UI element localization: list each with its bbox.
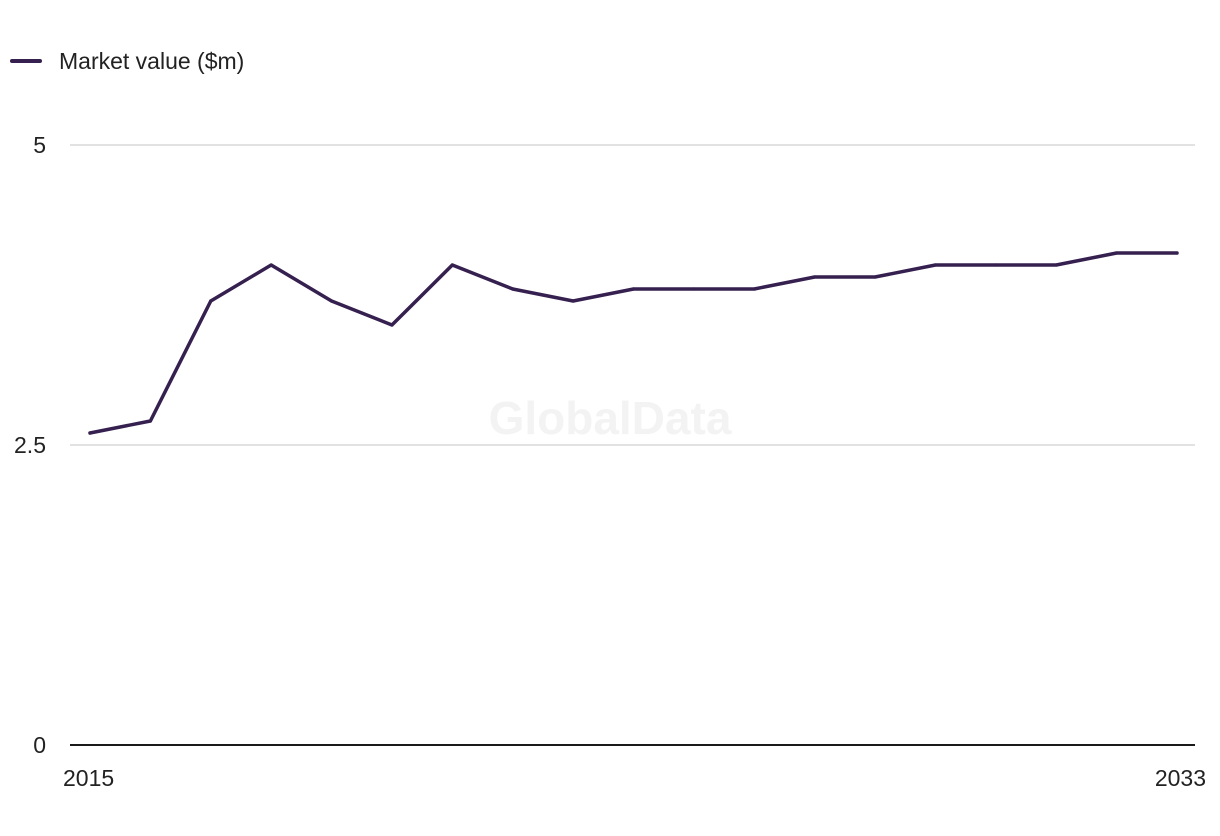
data-point-2026 (752, 287, 756, 291)
data-point-2032 (1115, 251, 1119, 255)
y-tick-label-2: 5 (33, 132, 46, 158)
data-point-2021 (450, 263, 454, 267)
data-point-2029 (933, 263, 938, 267)
chart-legend: Market value ($m) (10, 46, 244, 76)
data-point-2024 (631, 287, 636, 291)
x-tick-label-1: 2033 (1155, 765, 1206, 791)
data-point-2033 (1175, 251, 1179, 255)
data-point-2022 (511, 287, 515, 291)
legend-label-market-value: Market value ($m) (59, 47, 245, 74)
data-point-2016 (148, 419, 152, 423)
data-point-2023 (571, 299, 575, 303)
data-point-2027 (813, 275, 817, 279)
y-axis-ticks: 02.55 (14, 132, 46, 758)
data-point-2015 (88, 431, 92, 435)
data-point-2019 (329, 299, 334, 303)
watermark-text: GlobalData (489, 392, 732, 444)
data-point-2031 (1054, 263, 1058, 267)
grid-lines (70, 144, 1195, 446)
data-point-2025 (692, 287, 696, 291)
data-point-2028 (873, 275, 877, 279)
data-point-2020 (390, 323, 394, 327)
x-tick-label-0: 2015 (63, 765, 114, 791)
data-point-2030 (994, 263, 998, 267)
data-point-2017 (209, 299, 213, 303)
series-layer (88, 251, 1179, 435)
data-point-2018 (269, 263, 273, 267)
y-tick-label-0: 0 (33, 732, 46, 758)
y-tick-label-1: 2.5 (14, 432, 46, 458)
x-axis-ticks: 2015 2033 (63, 765, 1206, 791)
legend-swatch-market-value (10, 59, 42, 63)
